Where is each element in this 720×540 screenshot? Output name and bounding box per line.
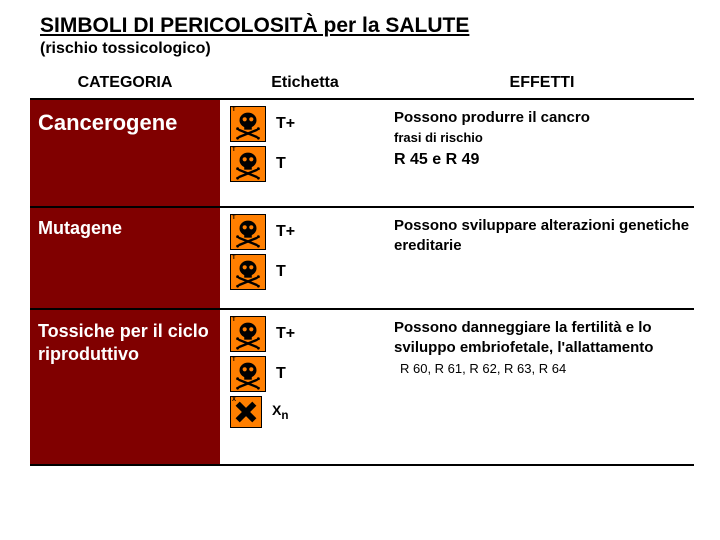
effects-cell: Possono danneggiare la fertilità e lo sv… <box>390 310 694 466</box>
skull-icon: T <box>230 254 266 290</box>
skull-icon: T <box>230 106 266 142</box>
label-line: T T <box>230 254 386 290</box>
category-cell: Tossiche per il ciclo riproduttivo <box>30 310 220 466</box>
label-cell: T T+T T <box>220 208 390 310</box>
skull-icon: T <box>230 316 266 352</box>
hazard-table: CATEGORIA Etichetta EFFETTI Cancerogene T… <box>30 70 694 466</box>
label-line: T T <box>230 356 386 392</box>
label-code: Xn <box>272 402 288 422</box>
effect-main: Possono produrre il cancro <box>394 108 690 128</box>
effect-main: Possono danneggiare la fertilità e lo sv… <box>394 318 690 357</box>
label-line: T T <box>230 146 386 182</box>
label-code: T <box>276 263 286 281</box>
label-line: X Xn <box>230 396 386 428</box>
risk-codes: R 45 e R 49 <box>394 150 690 171</box>
label-code: T+ <box>276 115 295 133</box>
page-subtitle: (rischio tossicologico) <box>40 40 694 58</box>
skull-icon: T <box>230 146 266 182</box>
label-code: T <box>276 155 286 173</box>
col-header-effects: EFFETTI <box>390 70 694 100</box>
label-line: T T+ <box>230 214 386 250</box>
cross-icon: X <box>230 396 262 428</box>
effects-cell: Possono sviluppare alterazioni genetiche… <box>390 208 694 310</box>
col-header-category: CATEGORIA <box>30 70 220 100</box>
category-cell: Cancerogene <box>30 100 220 208</box>
label-code: T+ <box>276 223 295 241</box>
risk-label: frasi di rischio <box>394 130 690 147</box>
label-line: T T+ <box>230 106 386 142</box>
risk-codes-small: R 60, R 61, R 62, R 63, R 64 <box>400 361 690 378</box>
effect-main: Possono sviluppare alterazioni genetiche… <box>394 216 690 255</box>
page-title: SIMBOLI DI PERICOLOSITÀ per la SALUTE <box>40 14 694 38</box>
label-line: T T+ <box>230 316 386 352</box>
label-code: T <box>276 365 286 383</box>
category-cell: Mutagene <box>30 208 220 310</box>
skull-icon: T <box>230 356 266 392</box>
col-header-label: Etichetta <box>220 70 390 100</box>
label-code: T+ <box>276 325 295 343</box>
label-cell: T T+T T <box>220 100 390 208</box>
label-cell: T T+T TX Xn <box>220 310 390 466</box>
skull-icon: T <box>230 214 266 250</box>
effects-cell: Possono produrre il cancro frasi di risch… <box>390 100 694 208</box>
